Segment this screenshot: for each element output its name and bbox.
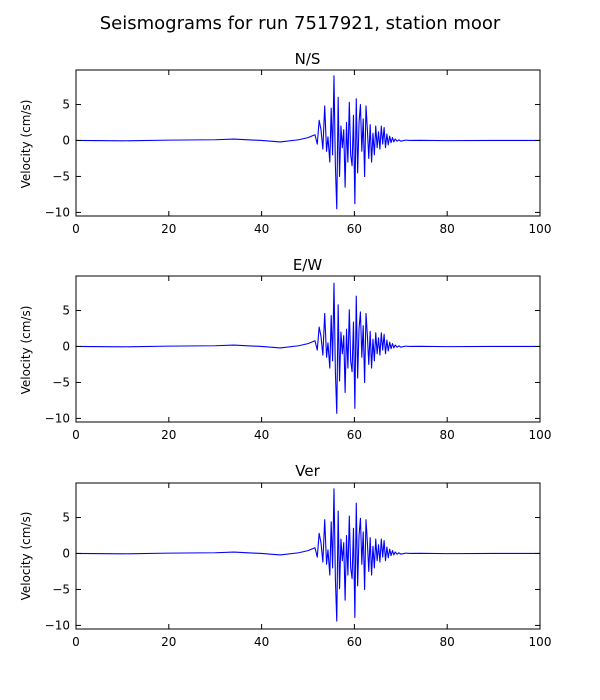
y-tick-label: 0 — [62, 133, 70, 147]
x-tick-label: 40 — [254, 222, 269, 236]
panel-ew: E/W Velocity (cm/s) 0 20 40 60 80 100 −10 −5 0 5 — [19, 256, 551, 442]
y-tick-label: 5 — [62, 98, 70, 112]
y-axis-label: Velocity (cm/s) — [19, 306, 33, 395]
y-tick-label: −10 — [45, 618, 70, 632]
y-axis-label: Velocity (cm/s) — [19, 100, 33, 189]
x-tick-label: 20 — [161, 635, 176, 649]
panel-title: E/W — [293, 256, 323, 274]
x-tick-label: 0 — [72, 635, 80, 649]
y-tick-label: −5 — [52, 582, 70, 596]
figure-title: Seismograms for run 7517921, station moo… — [100, 13, 501, 34]
y-tick-label: 0 — [62, 546, 70, 560]
x-tick-label: 100 — [529, 222, 552, 236]
x-tick-label: 100 — [529, 428, 552, 442]
x-tick-label: 80 — [440, 222, 455, 236]
x-tick-label: 80 — [440, 428, 455, 442]
plot-frame — [75, 69, 541, 217]
y-axis-label: Velocity (cm/s) — [19, 512, 33, 601]
y-tick-label: −10 — [45, 411, 70, 425]
panel-ver: Ver Velocity (cm/s) 0 20 40 60 80 100 −10 −5 0 5 — [19, 462, 551, 649]
y-tick-label: −5 — [52, 375, 70, 389]
panel-title: N/S — [295, 50, 321, 68]
seismogram-trace — [76, 488, 540, 622]
x-tick-label: 0 — [72, 222, 80, 236]
y-tick-label: 0 — [62, 339, 70, 353]
panel-title: Ver — [295, 462, 320, 480]
y-tick-label: −5 — [52, 169, 70, 183]
panel-ns: N/S Velocity (cm/s) 0 20 40 60 80 100 −10 −5 0 5 — [19, 50, 551, 236]
x-tick-label: 0 — [72, 428, 80, 442]
x-tick-label: 60 — [347, 222, 362, 236]
x-tick-label: 20 — [161, 428, 176, 442]
x-tick-label: 80 — [440, 635, 455, 649]
x-tick-label: 100 — [529, 635, 552, 649]
x-tick-label: 20 — [161, 222, 176, 236]
x-tick-label: 40 — [254, 635, 269, 649]
x-tick-label: 40 — [254, 428, 269, 442]
y-tick-label: −10 — [45, 205, 70, 219]
plot-frame — [75, 275, 541, 423]
x-tick-label: 60 — [347, 635, 362, 649]
y-tick-label: 5 — [62, 304, 70, 318]
plot-frame — [75, 482, 541, 630]
seismogram-trace — [76, 282, 540, 414]
seismogram-trace — [76, 75, 540, 210]
x-tick-label: 60 — [347, 428, 362, 442]
y-tick-label: 5 — [62, 511, 70, 525]
